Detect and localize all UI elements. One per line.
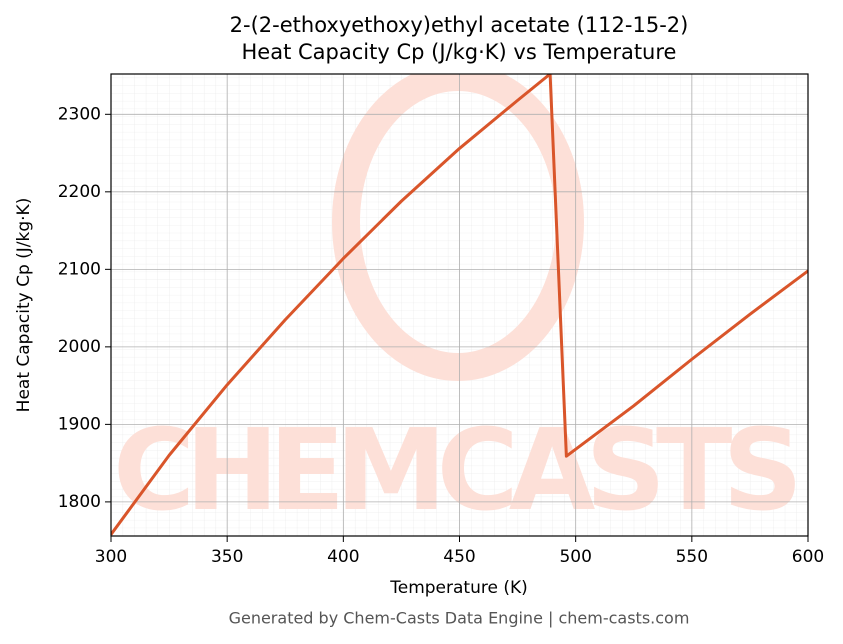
chart-subtitle: Heat Capacity Cp (J/kg·K) vs Temperature [242, 40, 677, 64]
x-tick-label: 550 [676, 547, 708, 567]
y-tick-label: 1900 [58, 414, 101, 434]
watermark-logo [332, 74, 584, 381]
grid [105, 74, 809, 542]
x-tick-label: 350 [211, 547, 243, 567]
chart-title: 2-(2-ethoxyethoxy)ethyl acetate (112-15-… [230, 13, 689, 37]
watermark-group: CHEMCASTS [113, 74, 803, 536]
footer: Generated by Chem-Casts Data Engine | ch… [229, 609, 690, 628]
watermark: CHEMCASTS [113, 406, 803, 536]
plot-area [111, 74, 808, 536]
data-line [111, 74, 808, 536]
x-axis-label: Temperature (K) [389, 578, 528, 598]
plot-frame [110, 73, 809, 537]
y-tick-label: 2000 [58, 337, 101, 357]
y-tick-label: 1800 [58, 492, 101, 512]
x-tick-label: 400 [327, 547, 359, 567]
y-tick-label: 2100 [58, 259, 101, 279]
y-tick-label: 2200 [58, 182, 101, 202]
x-tick-label: 500 [559, 547, 591, 567]
x-tick-label: 450 [443, 547, 475, 567]
y-axis-label: Heat Capacity Cp (J/kg·K) [14, 198, 34, 413]
x-tick-label: 300 [95, 547, 127, 567]
y-tick-label: 2300 [58, 104, 101, 124]
x-tick-label: 600 [792, 547, 824, 567]
